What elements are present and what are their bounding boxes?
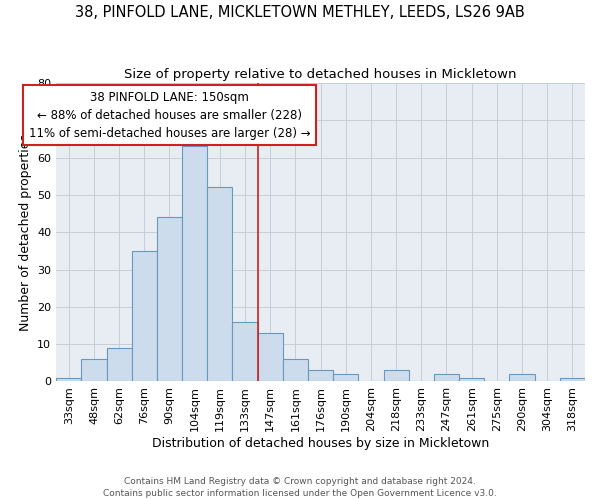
Bar (232, 322, 257, 382)
Bar (107, 348, 132, 382)
Text: Contains HM Land Registry data © Crown copyright and database right 2024.
Contai: Contains HM Land Registry data © Crown c… (103, 476, 497, 498)
Bar (560, 378, 585, 382)
Bar (308, 370, 333, 382)
Bar (207, 188, 232, 382)
Bar (434, 374, 459, 382)
Bar (257, 333, 283, 382)
Text: 38 PINFOLD LANE: 150sqm
← 88% of detached houses are smaller (228)
11% of semi-d: 38 PINFOLD LANE: 150sqm ← 88% of detache… (29, 90, 310, 140)
Text: 38, PINFOLD LANE, MICKLETOWN METHLEY, LEEDS, LS26 9AB: 38, PINFOLD LANE, MICKLETOWN METHLEY, LE… (75, 5, 525, 20)
Bar (157, 218, 182, 382)
Bar (459, 378, 484, 382)
Bar (56, 378, 82, 382)
Bar (383, 370, 409, 382)
Bar (82, 359, 107, 382)
X-axis label: Distribution of detached houses by size in Mickletown: Distribution of detached houses by size … (152, 437, 489, 450)
Bar (283, 359, 308, 382)
Title: Size of property relative to detached houses in Mickletown: Size of property relative to detached ho… (124, 68, 517, 80)
Bar (182, 146, 207, 382)
Bar (333, 374, 358, 382)
Bar (132, 251, 157, 382)
Bar (509, 374, 535, 382)
Y-axis label: Number of detached properties: Number of detached properties (19, 134, 32, 331)
